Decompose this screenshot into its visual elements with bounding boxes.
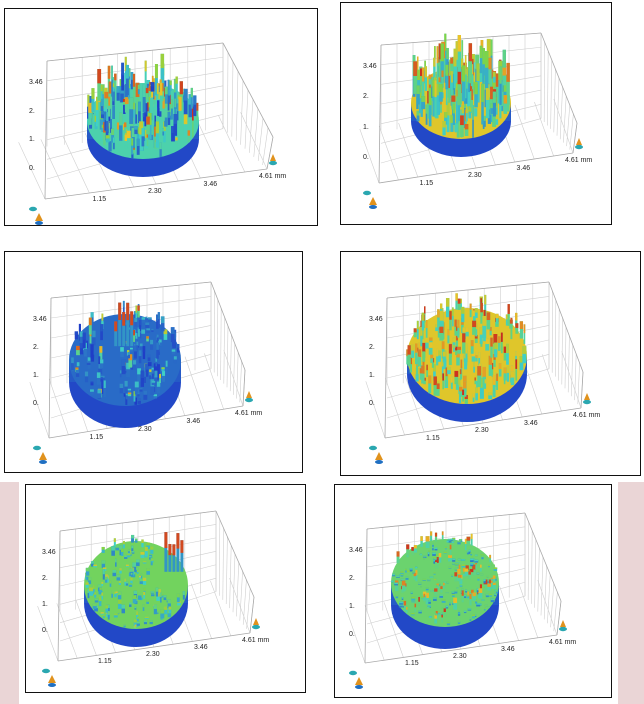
z-axis-tick-label: 3.46: [363, 63, 377, 70]
surface-plot-canvas: [345, 512, 567, 689]
x-axis-tick-label: 4.61 mm: [549, 639, 577, 646]
x-axis-tick-label: 1.15: [405, 660, 419, 667]
x-axis-tick-label: 4.61 mm: [259, 173, 287, 180]
z-axis-tick-label: 1.: [349, 603, 355, 610]
z-axis-tick-label: 2.: [363, 93, 369, 101]
plot-box-frame: [378, 32, 578, 184]
z-axis-tick-label: 0.: [29, 165, 35, 172]
x-axis-tick-label: 2.30: [148, 188, 162, 195]
z-axis-tick-label: 3.46: [29, 79, 43, 86]
z-axis-tick-label: 2.: [33, 344, 39, 351]
plot-box-frame: [384, 281, 584, 439]
x-axis-tick-label: 4.61 mm: [565, 157, 593, 164]
left-side-band: [0, 482, 19, 704]
x-axis-tick-label: 1.15: [426, 434, 440, 442]
z-axis-tick-label: 0.: [363, 154, 369, 161]
x-axis-tick-label: 3.46: [203, 180, 218, 188]
x-axis-tick-label: 1.15: [89, 434, 104, 441]
x-axis-tick-label: 4.61 mm: [235, 410, 263, 417]
axis-orientation-icon: [42, 668, 56, 687]
z-axis-tick-label: 3.46: [349, 547, 363, 554]
z-axis-tick-label: 0.: [33, 400, 39, 407]
z-axis-tick-label: 1.: [369, 372, 375, 379]
x-axis-tick-label: 3.46: [524, 419, 538, 427]
surface-plot-panel-1: 3.46 2. 1. 0. 1.15 2.30 3.46 4.61 mm: [4, 8, 318, 226]
surface-plot-panel-4: 3.46 2. 1. 0. 1.15 2.30 3.46 4.61 mm: [340, 251, 641, 476]
x-axis-tick-label: 2.30: [138, 426, 152, 433]
height-map-surface: [391, 531, 499, 649]
z-axis-tick-label: 0.: [369, 400, 375, 407]
axis-orientation-icon: [269, 154, 277, 166]
x-axis-tick-label: 4.61 mm: [242, 637, 270, 644]
z-axis-tick-label: 3.46: [42, 549, 56, 556]
axis-orientation-icon: [245, 391, 253, 403]
z-axis-tick-label: 0.: [349, 631, 355, 638]
x-axis-tick-label: 1.15: [92, 195, 107, 203]
surface-plot-panel-2: 3.46 2. 1. 0. 1.15 2.30 3.46 4.61 mm: [340, 2, 612, 225]
axis-orientation-icon: [369, 445, 383, 464]
x-axis-tick-label: 2.30: [146, 651, 160, 658]
height-map-surface: [406, 293, 527, 422]
x-axis-tick-label: 3.46: [501, 646, 515, 653]
axis-orientation-icon: [575, 138, 583, 150]
surface-plot-canvas: [18, 42, 277, 225]
z-axis-tick-label: 1.: [42, 601, 48, 608]
surface-plot-canvas: [359, 32, 583, 209]
axis-orientation-icon: [363, 190, 377, 209]
surface-plot-canvas: [365, 281, 591, 464]
plot-box-frame: [57, 510, 255, 662]
surface-plot-canvas: [37, 510, 260, 687]
axis-orientation-icon: [33, 445, 47, 464]
surface-plot-panel-5: 3.46 2. 1. 0. 1.15 2.30 3.46 4.61 mm: [25, 484, 306, 693]
x-axis-tick-label: 2.30: [468, 172, 482, 179]
axis-orientation-icon: [583, 393, 591, 405]
plot-box-frame: [44, 42, 274, 200]
height-map-surface: [69, 300, 181, 428]
height-map-surface: [84, 532, 188, 647]
axis-orientation-icon: [29, 206, 43, 225]
surface-plot-panel-3: 3.46 2. 1. 0. 1.15 2.30 3.46 4.61 mm: [4, 251, 303, 473]
x-axis-tick-label: 4.61 mm: [573, 412, 601, 419]
z-axis-tick-label: 1.: [33, 372, 39, 379]
x-axis-tick-label: 3.46: [194, 644, 208, 651]
x-axis-tick-label: 3.46: [516, 164, 531, 172]
x-axis-tick-label: 3.46: [186, 418, 201, 425]
z-axis-tick-label: 1.: [363, 123, 369, 131]
z-axis-tick-label: 2.: [349, 575, 355, 582]
plot-box-frame: [364, 512, 562, 664]
axis-orientation-icon: [349, 670, 363, 689]
x-axis-tick-label: 2.30: [453, 653, 467, 660]
right-side-band: [618, 482, 644, 704]
x-axis-tick-label: 1.15: [419, 179, 434, 187]
surface-plot-panel-6: 3.46 2. 1. 0. 1.15 2.30 3.46 4.61 mm: [334, 484, 612, 698]
z-axis-tick-label: 2.: [369, 344, 375, 351]
z-axis-tick-label: 2.: [29, 107, 35, 115]
z-axis-tick-label: 2.: [42, 575, 48, 582]
z-axis-tick-label: 3.46: [369, 316, 383, 323]
height-map-surface: [86, 53, 199, 177]
axis-orientation-icon: [559, 620, 567, 632]
axis-orientation-icon: [252, 618, 260, 630]
z-axis-tick-label: 3.46: [33, 316, 47, 323]
z-axis-tick-label: 0.: [42, 627, 48, 634]
z-axis-tick-label: 1.: [29, 136, 35, 144]
surface-plot-canvas: [29, 281, 253, 464]
x-axis-tick-label: 2.30: [475, 427, 489, 434]
x-axis-tick-label: 1.15: [98, 658, 112, 665]
height-map-surface: [411, 33, 511, 157]
